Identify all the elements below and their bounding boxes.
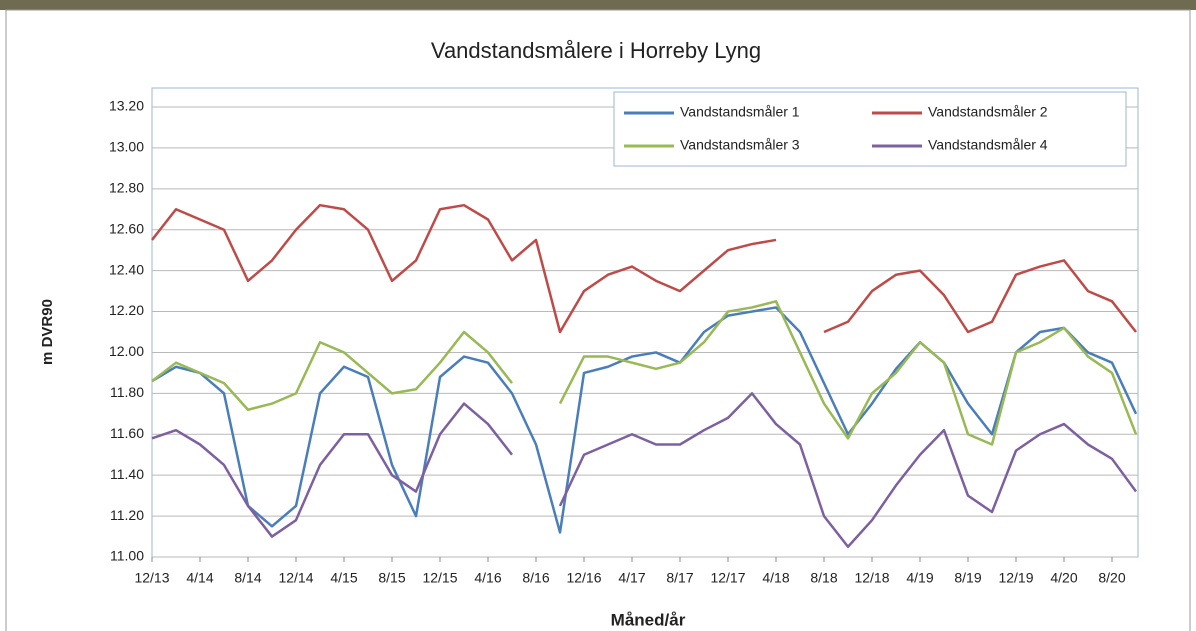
x-tick-label: 8/14 — [234, 570, 261, 586]
x-tick-label: 4/17 — [618, 570, 645, 586]
chart-title: Vandstandsmålere i Horreby Lyng — [431, 38, 761, 63]
y-tick-label: 11.80 — [110, 384, 144, 400]
chart: Vandstandsmålere i Horreby Lyng m DVR90 … — [0, 0, 1196, 631]
x-tick-label: 12/18 — [854, 570, 889, 586]
y-tick-label: 12.40 — [109, 261, 144, 277]
y-tick-label: 12.60 — [109, 220, 144, 236]
y-axis-label: m DVR90 — [39, 299, 56, 365]
y-tick-label: 12.80 — [109, 180, 144, 196]
photo-strip — [0, 0, 1196, 10]
x-axis-label: Måned/år — [611, 610, 686, 629]
y-tick-label: 13.20 — [109, 98, 144, 114]
x-tick-label: 8/15 — [378, 570, 405, 586]
y-tick-label: 12.00 — [109, 343, 144, 359]
x-tick-label: 12/15 — [422, 570, 457, 586]
legend-label: Vandstandsmåler 2 — [928, 104, 1048, 120]
y-tick-label: 12.20 — [109, 302, 144, 318]
x-tick-label: 4/19 — [906, 570, 933, 586]
y-tick-label: 11.00 — [110, 548, 144, 564]
y-tick-label: 11.40 — [110, 466, 144, 482]
y-tick-label: 13.00 — [109, 139, 144, 155]
x-tick-label: 12/14 — [278, 570, 313, 586]
x-tick-label: 8/16 — [522, 570, 549, 586]
x-tick-label: 8/17 — [666, 570, 693, 586]
x-tick-label: 12/13 — [134, 570, 169, 586]
x-tick-label: 4/18 — [762, 570, 789, 586]
y-tick-label: 11.60 — [110, 425, 144, 441]
legend-label: Vandstandsmåler 1 — [680, 104, 800, 120]
x-tick-label: 8/18 — [810, 570, 837, 586]
legend-label: Vandstandsmåler 4 — [928, 137, 1048, 153]
x-tick-label: 4/14 — [186, 570, 213, 586]
y-tick-label: 11.20 — [110, 507, 144, 523]
x-tick-label: 12/17 — [710, 570, 745, 586]
x-tick-label: 4/15 — [330, 570, 357, 586]
page: Vandstandsmålere i Horreby Lyng m DVR90 … — [0, 0, 1196, 631]
x-tick-label: 4/20 — [1050, 570, 1077, 586]
x-tick-label: 8/20 — [1098, 570, 1125, 586]
x-tick-label: 12/19 — [998, 570, 1033, 586]
x-tick-label: 4/16 — [474, 570, 501, 586]
x-tick-label: 8/19 — [954, 570, 981, 586]
legend-label: Vandstandsmåler 3 — [680, 137, 800, 153]
x-tick-label: 12/16 — [566, 570, 601, 586]
